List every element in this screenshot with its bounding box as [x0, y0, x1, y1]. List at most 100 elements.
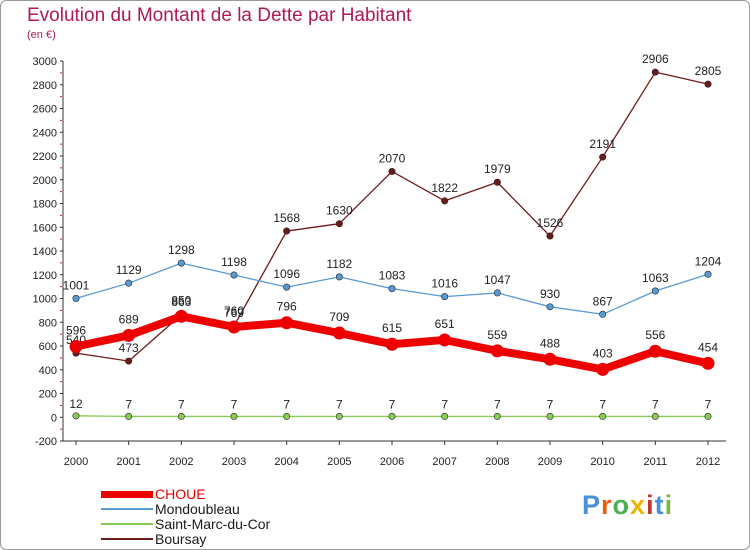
- data-label-saint-marc-du-cor: 7: [389, 397, 396, 411]
- data-label-choue: 760: [224, 304, 244, 318]
- data-point-mondoubleau: [546, 303, 554, 311]
- data-point-mondoubleau: [388, 285, 396, 293]
- data-label-boursay: 1822: [431, 181, 458, 195]
- data-label-saint-marc-du-cor: 7: [336, 397, 343, 411]
- data-label-boursay: 473: [119, 341, 139, 355]
- data-point-boursay: [546, 232, 554, 240]
- data-point-saint-marc-du-cor: [230, 412, 238, 420]
- x-tick-label: 2006: [380, 456, 404, 468]
- data-point-choue: [122, 328, 136, 342]
- y-tick-label: -200: [35, 436, 57, 448]
- data-label-boursay: 2070: [379, 151, 406, 165]
- data-label-choue: 796: [277, 300, 297, 314]
- data-label-mondoubleau: 1083: [379, 269, 406, 283]
- data-point-saint-marc-du-cor: [177, 412, 185, 420]
- proxiti-logo: Proxiti: [582, 490, 674, 520]
- data-point-mondoubleau: [230, 271, 238, 279]
- legend-swatch-mondoubleau: [101, 508, 153, 510]
- data-point-mondoubleau: [493, 289, 501, 297]
- x-tick-label: 2003: [222, 456, 246, 468]
- data-point-boursay: [599, 153, 607, 161]
- y-tick-label: 3000: [33, 56, 57, 68]
- data-label-mondoubleau: 1198: [221, 255, 247, 269]
- data-point-saint-marc-du-cor: [125, 412, 133, 420]
- data-point-mondoubleau: [651, 287, 659, 295]
- legend-item-saint-marc-du-cor: Saint-Marc-du-Cor: [101, 516, 341, 532]
- legend-label-saint-marc-du-cor: Saint-Marc-du-Cor: [155, 516, 271, 532]
- data-label-mondoubleau: 1204: [695, 254, 722, 268]
- data-point-mondoubleau: [177, 259, 185, 267]
- legend-label-boursay: Boursay: [155, 531, 207, 547]
- data-label-mondoubleau: 1298: [168, 243, 195, 257]
- y-tick-label: 800: [39, 317, 57, 329]
- data-label-saint-marc-du-cor: 7: [125, 397, 132, 411]
- data-label-choue: 596: [66, 323, 86, 337]
- legend-swatch-boursay: [101, 538, 153, 540]
- data-point-mondoubleau: [599, 310, 607, 318]
- data-point-saint-marc-du-cor: [546, 412, 554, 420]
- data-label-choue: 403: [593, 346, 613, 360]
- legend-item-mondoubleau: Mondoubleau: [101, 501, 341, 517]
- data-label-saint-marc-du-cor: 7: [547, 397, 554, 411]
- data-label-saint-marc-du-cor: 7: [231, 397, 238, 411]
- data-label-choue: 488: [540, 336, 560, 350]
- data-point-mondoubleau: [125, 279, 133, 287]
- data-label-boursay: 2805: [695, 64, 722, 78]
- legend: CHOUE Mondoubleau Saint-Marc-du-Cor Bour…: [101, 486, 341, 547]
- data-point-choue: [332, 326, 346, 340]
- data-label-choue: 651: [435, 317, 455, 331]
- data-label-boursay: 769: [224, 306, 244, 320]
- data-label-boursay: 1630: [326, 204, 353, 218]
- data-point-choue: [69, 339, 83, 353]
- data-point-saint-marc-du-cor: [388, 412, 396, 420]
- y-tick-label: 200: [39, 389, 57, 401]
- data-label-saint-marc-du-cor: 7: [178, 397, 185, 411]
- data-point-choue: [701, 356, 715, 370]
- data-point-saint-marc-du-cor: [72, 412, 80, 420]
- legend-label-choue: CHOUE: [155, 486, 206, 502]
- data-label-mondoubleau: 930: [540, 287, 560, 301]
- data-point-choue: [596, 362, 610, 376]
- y-tick-label: 2200: [33, 151, 57, 163]
- data-point-boursay: [283, 227, 291, 235]
- legend-item-boursay: Boursay: [101, 531, 341, 547]
- y-tick-label: 1000: [33, 294, 57, 306]
- x-tick-label: 2001: [116, 456, 140, 468]
- data-label-boursay: 863: [171, 295, 191, 309]
- data-label-boursay: 1979: [484, 162, 511, 176]
- x-tick-label: 2008: [485, 456, 509, 468]
- x-tick-label: 2012: [696, 456, 720, 468]
- data-label-choue: 559: [487, 328, 507, 342]
- data-point-mondoubleau: [283, 283, 291, 291]
- data-label-mondoubleau: 1063: [642, 271, 669, 285]
- y-tick-label: 1400: [33, 246, 57, 258]
- data-point-saint-marc-du-cor: [335, 412, 343, 420]
- data-point-saint-marc-du-cor: [599, 412, 607, 420]
- chart-title: Evolution du Montant de la Dette par Hab…: [27, 5, 412, 26]
- data-point-saint-marc-du-cor: [651, 412, 659, 420]
- data-label-saint-marc-du-cor: 7: [652, 397, 659, 411]
- data-point-saint-marc-du-cor: [493, 412, 501, 420]
- x-tick-label: 2007: [432, 456, 456, 468]
- x-tick-label: 2010: [590, 456, 614, 468]
- data-label-saint-marc-du-cor: 7: [494, 397, 501, 411]
- data-label-mondoubleau: 1096: [273, 267, 300, 281]
- data-label-saint-marc-du-cor: 7: [283, 397, 290, 411]
- legend-swatch-saint-marc-du-cor: [101, 523, 153, 525]
- data-label-boursay: 2191: [589, 137, 616, 151]
- y-tick-label: 1800: [33, 199, 57, 211]
- data-point-choue: [438, 333, 452, 347]
- data-point-choue: [385, 337, 399, 351]
- data-label-mondoubleau: 1001: [63, 278, 90, 292]
- x-tick-label: 2009: [538, 456, 562, 468]
- y-tick-label: 2600: [33, 104, 57, 116]
- data-label-choue: 850: [171, 293, 191, 307]
- legend-label-mondoubleau: Mondoubleau: [155, 501, 240, 517]
- y-tick-label: 1600: [33, 222, 57, 234]
- data-label-mondoubleau: 1129: [116, 263, 142, 277]
- data-point-mondoubleau: [335, 273, 343, 281]
- data-point-boursay: [125, 357, 133, 365]
- data-point-mondoubleau: [72, 294, 80, 302]
- data-point-choue: [490, 344, 504, 358]
